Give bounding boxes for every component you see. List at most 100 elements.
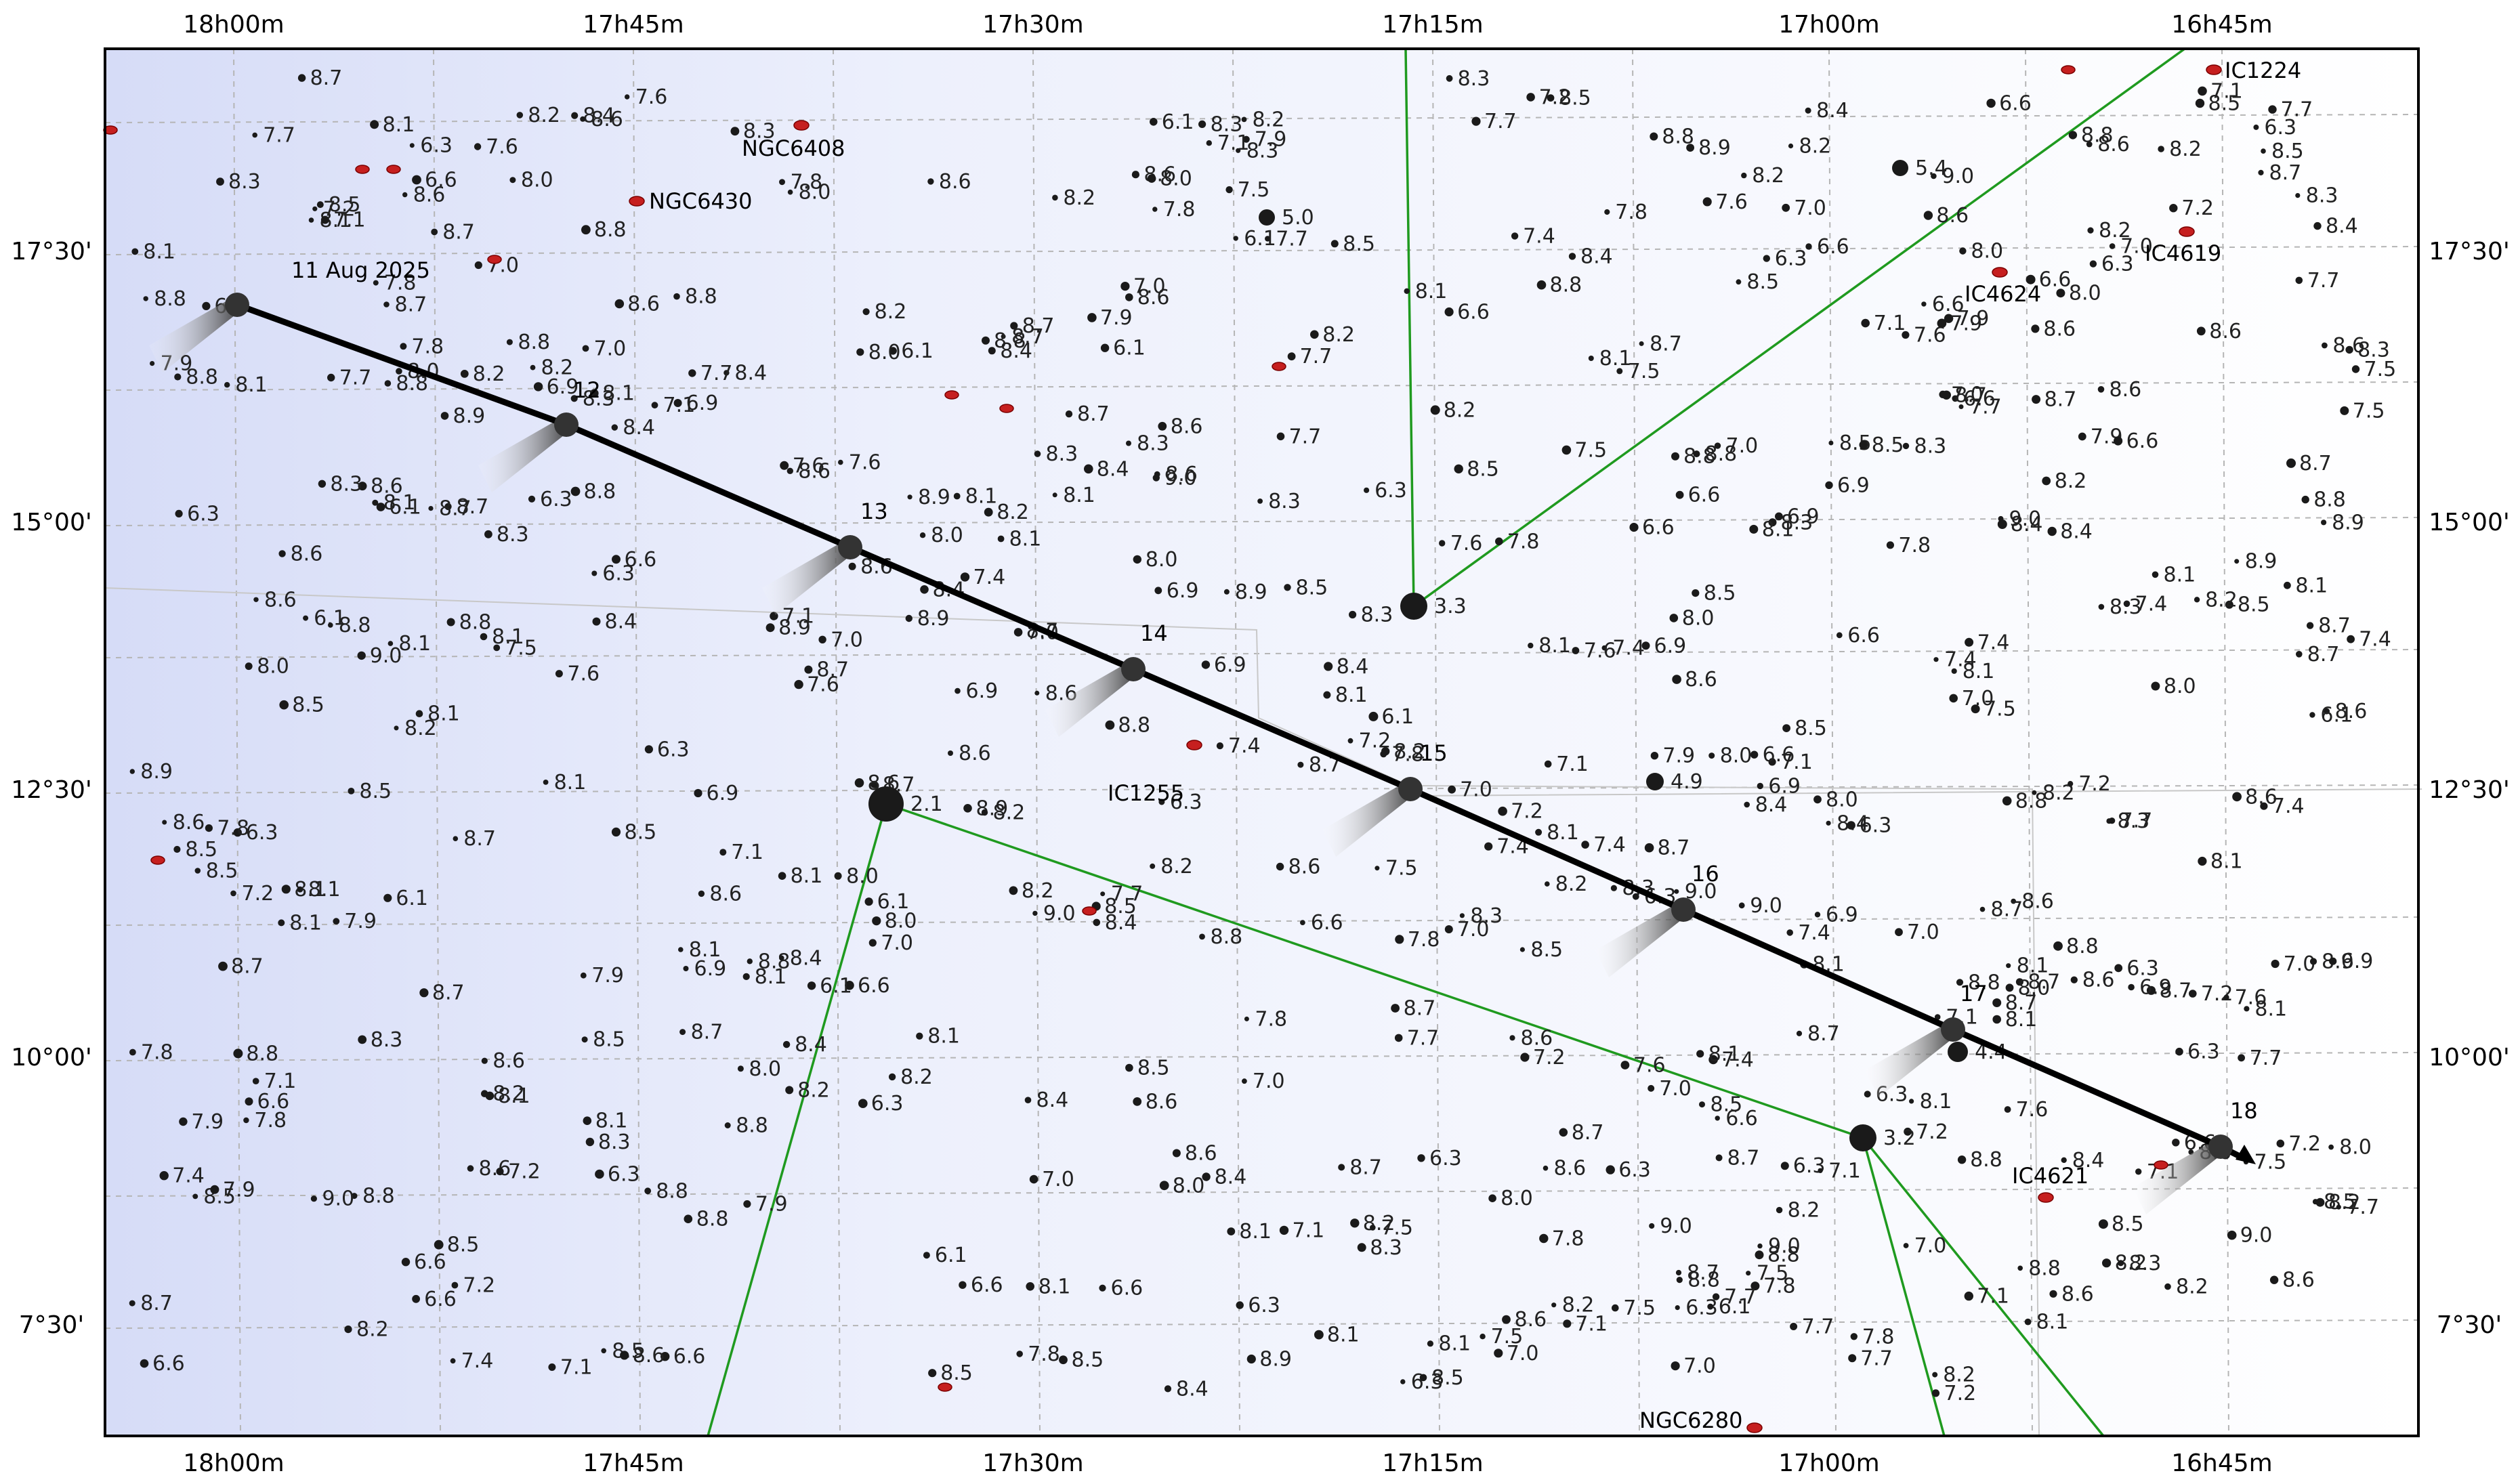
star-magnitude: 6.6 [257, 1090, 290, 1114]
star-magnitude: 8.1 [602, 382, 635, 406]
star-magnitude: 7.1 [782, 605, 814, 629]
star-magnitude: 8.7 [140, 1292, 173, 1315]
star [2328, 1144, 2334, 1150]
path-date-label: 18 [2230, 1098, 2258, 1124]
star [396, 368, 402, 375]
star-magnitude: 8.6 [1288, 855, 1321, 879]
star-magnitude: 6.6 [971, 1273, 1003, 1297]
star [1741, 172, 1747, 179]
star-magnitude: 8.4 [1105, 911, 1137, 935]
star-magnitude: 7.6 [486, 135, 518, 159]
ra-label-bottom: 16h45m [2171, 1449, 2273, 1477]
star-magnitude: 8.0 [846, 864, 879, 888]
star-magnitude: 7.1 [333, 209, 366, 232]
star-magnitude: 8.0 [1826, 788, 1858, 811]
star-magnitude: 6.3 [2264, 116, 2296, 140]
star [1903, 1243, 1909, 1248]
star-magnitude: 9.0 [1164, 466, 1197, 490]
star-magnitude: 7.1 [560, 1356, 593, 1380]
star-magnitude: 8.6 [264, 588, 297, 612]
star [1052, 194, 1058, 201]
star-magnitude: 8.2 [528, 104, 560, 127]
star [2042, 476, 2051, 486]
star-magnitude: 8.4 [1580, 245, 1613, 268]
star-magnitude: 8.8 [1118, 714, 1150, 738]
star [1152, 207, 1158, 212]
comet-position [1398, 777, 1423, 801]
star [297, 886, 303, 893]
path-date-label: 13 [860, 499, 888, 524]
star-magnitude: 7.2 [242, 882, 274, 906]
star [1536, 280, 1547, 290]
star-magnitude: 8.1 [498, 1084, 530, 1108]
star-magnitude: 6.3 [1170, 790, 1202, 814]
star-magnitude: 8.8 [594, 218, 627, 242]
star [1009, 886, 1018, 895]
star [1511, 232, 1519, 240]
star [862, 308, 870, 316]
star-magnitude: 8.5 [2112, 1212, 2144, 1236]
star [1588, 356, 1594, 361]
bright-star-magnitude: 5.0 [1282, 206, 1314, 230]
star-magnitude: 6.9 [1654, 634, 1687, 658]
star-magnitude: 7.7 [1860, 1347, 1893, 1370]
dec-label-right: 10°00' [2429, 1044, 2510, 1072]
star-magnitude: 8.3 [583, 387, 615, 410]
star [1105, 720, 1115, 730]
star-magnitude: 8.5 [2208, 92, 2241, 116]
star [1850, 1333, 1858, 1340]
star [2135, 1168, 2142, 1175]
star [905, 614, 913, 622]
star [1034, 690, 1040, 696]
star [1300, 920, 1305, 925]
star [1746, 1271, 1751, 1276]
star [1749, 524, 1759, 534]
star [644, 1187, 652, 1195]
star [1959, 247, 1967, 255]
dec-label-left: 10°00' [11, 1044, 92, 1072]
star-magnitude: 8.1 [965, 485, 998, 509]
star [1736, 279, 1742, 285]
deep-sky-objects: NGC6408 NGC6430 IC1255 IC4624 IC4619 IC1224 IC… [103, 58, 2301, 1433]
star [620, 1351, 629, 1360]
star-magnitude: 8.8 [758, 950, 791, 973]
star-magnitude: 8.5 [940, 1361, 973, 1385]
comet-position [838, 535, 862, 559]
star [1805, 243, 1812, 250]
galaxy-marker [2038, 1192, 2054, 1203]
star-magnitude: 7.5 [1984, 698, 2016, 721]
star-magnitude: 8.0 [931, 524, 963, 547]
star [1330, 240, 1339, 248]
star-magnitude: 8.6 [1146, 1090, 1178, 1114]
star-magnitude: 8.1 [235, 373, 268, 397]
star-magnitude: 6.3 [602, 562, 635, 586]
star [2244, 1006, 2250, 1012]
star [611, 827, 621, 836]
star-magnitude: 8.0 [2164, 675, 2196, 698]
star [1099, 1284, 1106, 1292]
star [233, 828, 242, 837]
star-magnitude: 7.2 [1916, 1120, 1948, 1144]
star-magnitude: 8.5 [2271, 140, 2304, 163]
star-magnitude: 8.6 [1185, 1142, 1217, 1166]
star [1776, 1206, 1783, 1214]
star-magnitude: 7.5 [2353, 399, 2385, 423]
star [1084, 464, 1093, 474]
ra-label-bottom: 18h00m [183, 1449, 285, 1477]
star-magnitude: 6.3 [187, 502, 219, 526]
star [243, 1117, 249, 1124]
star [778, 872, 786, 880]
star [2032, 395, 2041, 404]
star [1649, 1223, 1655, 1229]
star [1276, 862, 1284, 871]
star-magnitude: 8.6 [1137, 286, 1170, 310]
star-magnitude: 7.4 [2135, 592, 2168, 616]
star-magnitude: 8.6 [709, 882, 742, 906]
star-magnitude: 7.6 [1715, 190, 1748, 214]
star-magnitude: 8.1 [1415, 280, 1448, 303]
bright-star [1259, 209, 1275, 226]
star-magnitude: 8.8 [2028, 1256, 2061, 1280]
star-magnitude: 8.7 [463, 827, 496, 851]
star-magnitude: 7.2 [1511, 800, 1543, 824]
star [1236, 1301, 1244, 1309]
